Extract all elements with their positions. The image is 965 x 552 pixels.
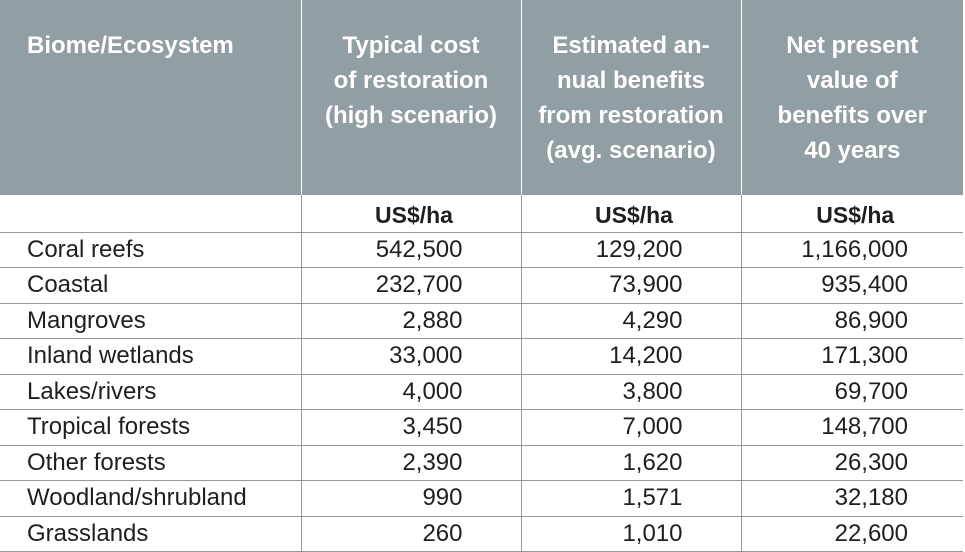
biome-name: Mangroves <box>0 302 301 339</box>
npv-value: 22,600 <box>740 515 963 552</box>
cost-value: 542,500 <box>300 231 521 268</box>
biome-name: Inland wetlands <box>0 338 301 374</box>
header-line: 40 years <box>804 137 901 164</box>
benefits-value: 1,620 <box>520 444 741 481</box>
header-line: Estimated an- <box>552 32 710 59</box>
table-row: Coastal 232,700 73,900 935,400 <box>0 267 963 303</box>
npv-value: 935,400 <box>740 267 963 303</box>
biome-name: Woodland/shrubland <box>0 480 301 516</box>
header-line: from restoration <box>538 102 724 129</box>
biome-name: Other forests <box>0 444 301 481</box>
biome-name: Coral reefs <box>0 231 301 268</box>
npv-value: 171,300 <box>740 338 963 374</box>
header-biome: Biome/Ecosystem <box>0 0 301 194</box>
table-row: Mangroves 2,880 4,290 86,900 <box>0 302 963 339</box>
header-row: Biome/Ecosystem Typical cost of restorat… <box>0 0 963 194</box>
page-right-margin <box>963 0 965 552</box>
benefits-value: 14,200 <box>520 338 741 374</box>
header-line: (avg. scenario) <box>546 137 716 164</box>
units-cell-benefits: US$/ha <box>520 193 741 232</box>
table-row: Other forests 2,390 1,620 26,300 <box>0 444 963 481</box>
header-line: Typical cost <box>342 32 480 59</box>
cost-value: 2,880 <box>300 302 521 339</box>
npv-value: 69,700 <box>740 373 963 410</box>
benefits-value: 129,200 <box>520 231 741 268</box>
npv-value: 32,180 <box>740 480 963 516</box>
units-cell-cost: US$/ha <box>300 193 521 232</box>
cost-value: 260 <box>300 515 521 552</box>
benefits-value: 7,000 <box>520 409 741 445</box>
units-row: US$/ha US$/ha US$/ha <box>0 193 963 232</box>
npv-value: 1,166,000 <box>740 231 963 268</box>
header-line: value of <box>806 67 898 94</box>
benefits-value: 73,900 <box>520 267 741 303</box>
cost-value: 232,700 <box>300 267 521 303</box>
biome-name: Coastal <box>0 267 301 303</box>
cost-value: 990 <box>300 480 521 516</box>
table-row: Woodland/shrubland 990 1,571 32,180 <box>0 480 963 516</box>
cost-value: 33,000 <box>300 338 521 374</box>
units-cell-empty <box>0 193 301 232</box>
benefits-value: 3,800 <box>520 373 741 410</box>
table-row: Tropical forests 3,450 7,000 148,700 <box>0 409 963 445</box>
npv-value: 86,900 <box>740 302 963 339</box>
cost-value: 2,390 <box>300 444 521 481</box>
npv-value: 26,300 <box>740 444 963 481</box>
header-line: benefits over <box>777 102 927 129</box>
table-body: US$/ha US$/ha US$/ha Coral reefs 542,500… <box>0 193 963 552</box>
table-row: Coral reefs 542,500 129,200 1,166,000 <box>0 231 963 268</box>
table-header: Biome/Ecosystem Typical cost of restorat… <box>0 0 963 194</box>
benefits-value: 1,571 <box>520 480 741 516</box>
header-line: Net present <box>786 32 919 59</box>
header-net-present-value: Net present value of benefits over 40 ye… <box>740 0 963 194</box>
header-line: nual benefits <box>556 67 706 94</box>
table-row: Grasslands 260 1,010 22,600 <box>0 515 963 552</box>
npv-value: 148,700 <box>740 409 963 445</box>
benefits-value: 4,290 <box>520 302 741 339</box>
table-row: Inland wetlands 33,000 14,200 171,300 <box>0 338 963 374</box>
header-line: (high scenario) <box>324 102 498 129</box>
biome-name: Tropical forests <box>0 409 301 445</box>
cost-value: 4,000 <box>300 373 521 410</box>
biome-name: Lakes/rivers <box>0 373 301 410</box>
table-row: Lakes/rivers 4,000 3,800 69,700 <box>0 373 963 410</box>
header-biome-line: Biome/Ecosystem <box>27 32 234 59</box>
header-line: of restoration <box>333 67 489 94</box>
benefits-value: 1,010 <box>520 515 741 552</box>
header-annual-benefits: Estimated an- nual benefits from restora… <box>520 0 741 194</box>
units-cell-npv: US$/ha <box>740 193 963 232</box>
header-restoration-cost: Typical cost of restoration (high scenar… <box>300 0 521 194</box>
cost-value: 3,450 <box>300 409 521 445</box>
biome-name: Grasslands <box>0 515 301 552</box>
